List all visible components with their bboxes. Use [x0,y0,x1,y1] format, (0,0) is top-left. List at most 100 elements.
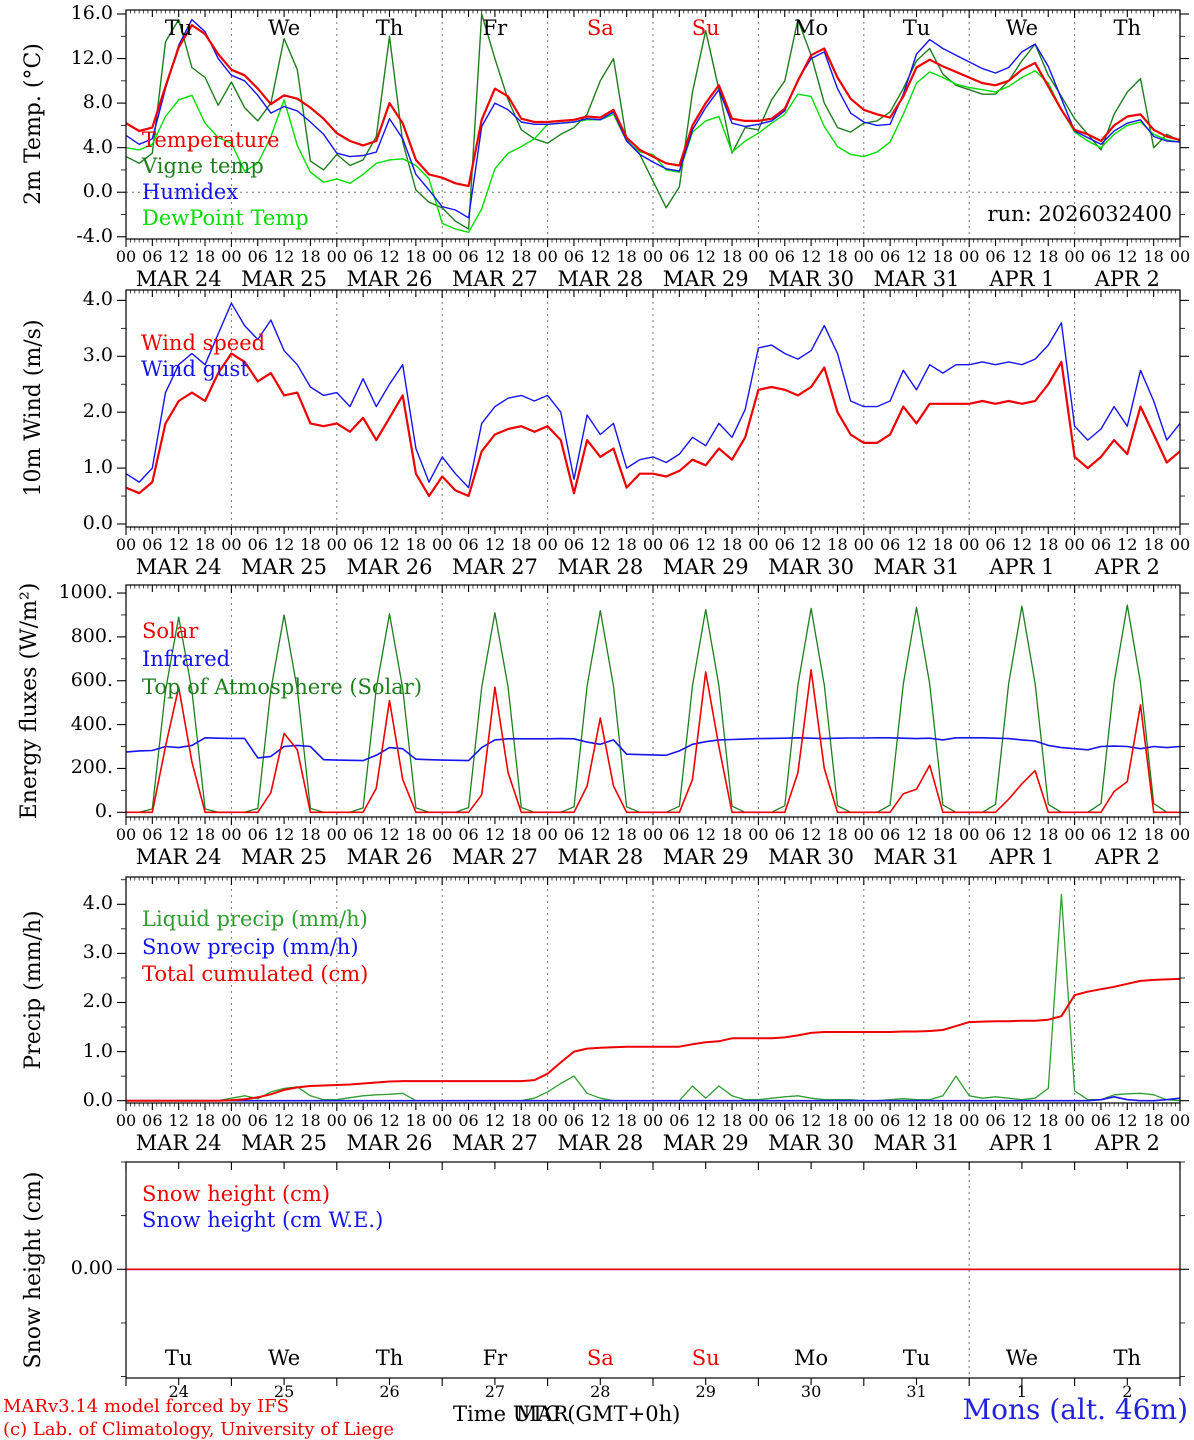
x-hour-label: 06 [879,535,901,554]
x-hour-label: 06 [669,1111,690,1130]
x-hour-label: 06 [1090,825,1112,844]
x-date-label: MAR 29 [662,267,749,291]
x-hour-label: 06 [985,825,1006,844]
day-number-label: 27 [484,1382,506,1401]
x-hour-label: 00 [326,1111,347,1130]
x-hour-label: 12 [1011,247,1033,266]
x-hour-label: 06 [352,1111,374,1130]
y-tick-label: 4.0 [82,288,113,311]
x-hour-label: 00 [115,247,137,266]
x-date-label: MAR 27 [451,845,538,869]
y-tick-label: 1000. [58,581,113,604]
x-hour-label: 06 [1090,535,1112,554]
x-hour-label: 12 [590,825,611,844]
y-tick-label: 0.00 [70,1257,113,1280]
x-date-label: MAR 30 [768,555,855,579]
x-hour-label: 12 [1011,535,1033,554]
x-hour-label: 18 [616,535,637,554]
x-hour-label: 18 [405,825,427,844]
x-date-label: MAR 29 [662,845,749,869]
x-hour-label: 18 [300,247,321,266]
legend-item: Vigne temp [142,154,264,178]
y-axis-title-snow: Snow height (cm) [21,1171,46,1369]
x-hour-label: 00 [1064,825,1085,844]
x-hour-label: 00 [537,535,558,554]
y-tick-label: 16.0 [70,2,113,24]
x-hour-label: 00 [642,535,664,554]
x-hour-label: 06 [563,247,585,266]
day-name-label: Th [375,1346,404,1370]
x-hour-label: 18 [721,825,743,844]
x-hour-label: 00 [748,535,769,554]
x-hour-label: 12 [273,535,295,554]
x-hour-label: 18 [300,825,321,844]
legend-item: DewPoint Temp [142,206,309,230]
x-hour-label: 06 [352,825,374,844]
x-date-label: APR 1 [989,555,1055,579]
x-hour-label: 18 [511,247,532,266]
x-hour-label: 18 [405,535,427,554]
day-name-label: Sa [586,1346,614,1370]
x-hour-label: 06 [563,1111,585,1130]
x-hour-label: 12 [273,825,295,844]
x-hour-label: 06 [458,1111,479,1130]
x-hour-label: 18 [1143,825,1164,844]
series-temperature [125,24,1181,188]
run-label: run: 2026032400 [987,202,1172,226]
x-hour-label: 12 [168,535,189,554]
x-hour-label: 00 [642,1111,664,1130]
x-hour-label: 18 [1143,1111,1164,1130]
y-tick-label: 1.0 [82,1039,113,1062]
x-date-label: MAR 26 [346,1131,433,1155]
x-hour-label: 06 [879,247,901,266]
x-hour-label: 00 [432,247,453,266]
y-tick-label: 600. [70,668,113,691]
x-date-label: MAR 30 [768,1131,855,1155]
x-date-label: MAR 24 [135,267,222,291]
x-hour-label: 00 [959,247,980,266]
x-hour-label: 18 [300,1111,321,1130]
x-hour-label: 06 [458,247,479,266]
day-name-label: We [1005,1346,1039,1370]
x-hour-label: 12 [695,825,716,844]
y-tick-label: 8.0 [82,91,113,114]
legend-item: Solar [142,619,199,643]
day-name-label: We [1005,16,1039,40]
y-tick-label: 3.0 [82,344,113,367]
day-name-label: Th [1113,16,1142,40]
x-hour-label: 06 [352,247,374,266]
x-hour-label: 00 [1169,1111,1191,1130]
day-name-label: Tu [164,1346,193,1370]
x-hour-label: 00 [642,825,664,844]
station-label: Mons (alt. 46m) [962,1393,1188,1426]
footer-credit-model: MARv3.14 model forced by IFS [3,1396,289,1417]
x-hour-label: 00 [115,1111,137,1130]
series-total-cumulated [126,977,1181,1102]
x-hour-label: 18 [932,825,954,844]
series-infrared [125,736,1181,762]
x-hour-label: 00 [326,825,347,844]
y-axis-title-temp: 2m Temp. (°C) [21,43,46,205]
x-date-label: MAR 28 [557,555,644,579]
panel-frame [125,289,1181,528]
x-hour-label: 12 [1117,535,1138,554]
x-hour-label: 06 [879,825,901,844]
day-name-label: Sa [586,16,614,40]
legend-item: Snow height (cm) [142,1182,331,1206]
x-hour-label: 00 [959,825,980,844]
x-hour-label: 18 [616,825,637,844]
x-hour-label: 18 [405,1111,427,1130]
footer-time-axis-label: Time UTC (GMT+0h) [453,1402,681,1426]
legend-item: Snow height (cm W.E.) [142,1208,384,1232]
x-date-label: APR 2 [1094,267,1160,291]
series-humidex [125,18,1181,219]
x-hour-label: 00 [642,247,664,266]
x-hour-label: 12 [695,1111,716,1130]
x-hour-label: 06 [563,535,585,554]
day-name-label: Su [691,16,720,40]
x-hour-label: 12 [1011,1111,1033,1130]
x-date-label: MAR 30 [768,845,855,869]
x-date-label: MAR 25 [241,1131,328,1155]
legend-item: Humidex [142,180,239,204]
